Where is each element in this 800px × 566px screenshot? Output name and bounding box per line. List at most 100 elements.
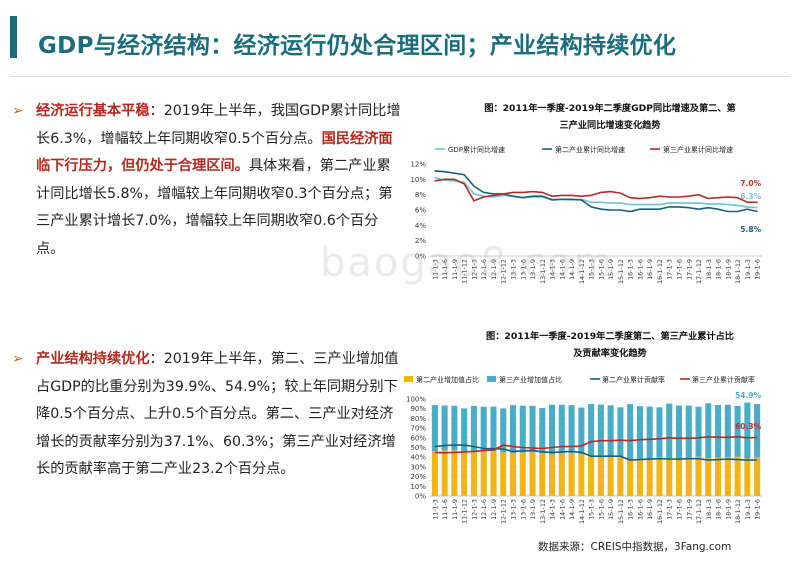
chart1-data-point (502, 194, 504, 197)
chart2-y-tick: 60% (410, 434, 426, 442)
chart2-end-label: 60.3% (735, 422, 762, 431)
chart1-data-point (639, 204, 641, 206)
chart2-bar-secondary (451, 450, 458, 496)
chart1-data-point (483, 191, 485, 193)
chart2-bar-secondary (754, 457, 761, 496)
chart1-y-tick: 6% (415, 207, 426, 215)
chart2-title-line1: 图：2011年一季度-2019年二季度第二、第三产业累计占比 (486, 331, 734, 342)
chart1-data-point (717, 203, 719, 205)
chart1-data-point (444, 178, 446, 180)
chart2-bar-secondary (441, 450, 448, 496)
chart2-y-tick: 40% (410, 454, 426, 462)
chart1-data-point (746, 201, 748, 203)
chart2-x-tick: 11-1-9 (451, 499, 459, 520)
chart1-x-tick: 16-1-3 (627, 259, 635, 280)
paragraph-highlight: 国民经济面临下行压力，但仍处于合理区间。 (36, 130, 393, 175)
chart2-x-tick: 16-1-12 (656, 499, 664, 524)
chart1-data-point (668, 202, 670, 204)
paragraph-text: ：2019年上半年，我国GDP累计同比增长6.3%，增幅较上年同期收窄0.5个百… (36, 103, 401, 147)
chart2-y-tick: 20% (410, 473, 426, 481)
chart2-x-tick: 16-1-6 (636, 499, 644, 520)
chart1-data-point (756, 207, 758, 209)
chart2-x-tick: 17-1-6 (676, 499, 684, 520)
chart1-x-tick: 16-1-12 (656, 259, 664, 284)
chart1-data-point (678, 196, 680, 198)
chart2-x-tick: 11-1-12 (461, 499, 469, 524)
chart2-x-tick: 16-1-3 (627, 499, 635, 520)
chart2-x-tick: 15-1-9 (607, 499, 615, 520)
chart1-data-point (483, 195, 485, 197)
chart1-data-point (756, 201, 758, 203)
title-bar: GDP与经济结构：经济运行仍处合理区间；产业结构持续优化 (0, 0, 800, 80)
chart1-x-tick: 17-1-6 (676, 259, 684, 280)
chart2-bar-secondary (480, 451, 487, 496)
chart1-data-point (473, 185, 475, 187)
chart2-bar-tertiary (480, 406, 487, 452)
paragraph-economy: ➢ 经济运行基本平稳：2019年上半年，我国GDP累计同比增长6.3%，增幅较上… (12, 98, 404, 263)
chart2-bar-tertiary (470, 405, 477, 453)
chart1-end-label: 6.3% (740, 192, 761, 201)
chart2-bar-secondary (461, 451, 468, 496)
chart1-x-tick: 19-1-6 (754, 259, 762, 280)
chart1-data-point (551, 195, 553, 197)
chart2-bar-tertiary (646, 406, 653, 459)
chart1-data-point (688, 202, 690, 204)
chart1-legend-label: GDP累计同比增速 (448, 145, 505, 154)
chart2-x-tick: 15-1-6 (597, 499, 605, 520)
chart2-x-tick: 13-1-6 (519, 499, 527, 520)
chart1-data-point (688, 195, 690, 197)
chart2-bar-secondary (578, 454, 585, 496)
chart1-data-point (561, 198, 563, 200)
chart2-bar-tertiary (754, 404, 761, 458)
bullet-arrow-icon: ➢ (12, 103, 24, 119)
chart2-bar-secondary (734, 456, 741, 496)
chart2-bar-secondary (509, 453, 517, 496)
chart2-series-line (434, 435, 758, 454)
chart2-y-tick: 50% (410, 444, 426, 452)
chart1-y-tick: 10% (410, 176, 426, 184)
chart2-bar-secondary (607, 455, 614, 496)
chart1-data-point (736, 210, 739, 213)
chart2-x-tick: 19-1-3 (744, 499, 752, 520)
chart2-x-tick: 15-1-3 (588, 499, 596, 520)
chart1-data-point (668, 196, 670, 198)
chart1-data-point (668, 206, 670, 208)
chart1-x-tick: 19-1-3 (744, 259, 752, 280)
chart2-bar-tertiary (734, 405, 741, 457)
chart1-data-point (649, 197, 651, 199)
chart2-x-tick: 14-1-3 (549, 499, 557, 520)
chart2-bar-tertiary (685, 405, 692, 458)
chart1-data-point (453, 172, 456, 174)
chart1-data-point (580, 195, 582, 197)
chart2-legend-label: 第三产业累计贡献率 (692, 375, 755, 384)
chart2-bar-secondary (539, 453, 546, 496)
chart1-title: 图：2011年一季度-2019年二季度GDP同比增速及第二、第 三产业同比增速变… (420, 100, 800, 134)
chart1-data-point (492, 194, 495, 197)
chart2-bar-secondary (646, 458, 653, 496)
chart1-data-point (502, 193, 504, 195)
chart1-x-tick: 18-1-9 (724, 259, 732, 280)
chart1-data-point (727, 196, 729, 198)
chart1-data-point (619, 209, 622, 211)
chart1-data-point (531, 195, 534, 197)
chart2-bar-tertiary (490, 406, 497, 452)
chart1-data-point (522, 191, 524, 193)
chart1-data-point (619, 202, 622, 204)
chart2-bar-secondary (519, 452, 526, 496)
chart2-title: 图：2011年一季度-2019年二季度第二、第三产业累计占比 及贡献率变化趋势 (420, 328, 800, 362)
chart1-data-point (697, 202, 700, 204)
chart1-data-point (512, 195, 514, 197)
chart2-bar-secondary (431, 450, 438, 496)
chart1-data-point (629, 204, 631, 206)
chart1-data-point (444, 179, 446, 181)
chart2-bar-tertiary (724, 404, 731, 458)
chart2-bar-secondary (617, 456, 624, 496)
chart2-x-tick: 17-1-9 (685, 499, 693, 520)
chart2-bar-tertiary (744, 402, 751, 459)
chart2-y-tick: 80% (410, 415, 426, 423)
chart2-legend-label: 第二产业增加值占比 (416, 375, 479, 384)
chart2-bar-secondary (500, 452, 507, 496)
chart2-x-tick: 14-1-6 (558, 499, 566, 520)
chart1-data-point (697, 194, 700, 196)
chart1-data-point (658, 204, 661, 206)
